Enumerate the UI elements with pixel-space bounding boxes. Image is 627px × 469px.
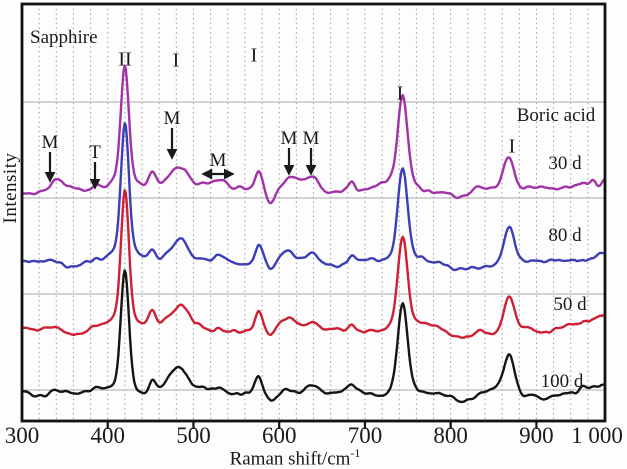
annotation-label-I: I [509,136,516,158]
annotation-label-I: I [397,83,404,105]
series-label-30d: 30 d [548,153,582,174]
annotation-label-I: I [251,45,258,67]
x-tick-label: 300 [5,423,40,448]
x-tick-label: 600 [262,423,297,448]
series-label-80d: 80 d [548,225,582,246]
plot-border [20,2,607,423]
x-axis-title: Raman shift/cm-1 [230,446,361,469]
y-axis-title: Intensity [0,152,21,224]
trace-30d [23,64,604,205]
series-label-50d: 50 d [553,294,587,315]
annotation-label-T: T [89,142,101,163]
annotation-label-Boric-acid: Boric acid [517,105,596,126]
x-tick-label: 700 [348,423,383,448]
series-label-100d: 100 d [541,371,584,392]
x-axis-title-exponent: -1 [350,446,361,460]
x-tick-label: 1 000 [571,423,623,448]
annotation-label-M: M [210,150,227,171]
trace-80d [23,122,604,272]
annotation-label-M: M [303,128,320,149]
trace-50d [23,189,604,339]
annotation-label-I: I [173,50,180,72]
x-tick-label: 400 [90,423,125,448]
x-tick-label: 800 [433,423,468,448]
x-tick-label: 500 [176,423,211,448]
annotation-label-II: II [118,49,131,71]
x-tick-label: 900 [519,423,554,448]
annotation-label-M: M [281,128,298,149]
x-axis-title-text: Raman shift/cm [229,448,351,469]
annotation-label-Sapphire: Sapphire [30,27,98,48]
trace-100d [23,269,604,404]
annotation-label-M: M [42,132,59,153]
annotation-label-M: M [164,108,181,129]
